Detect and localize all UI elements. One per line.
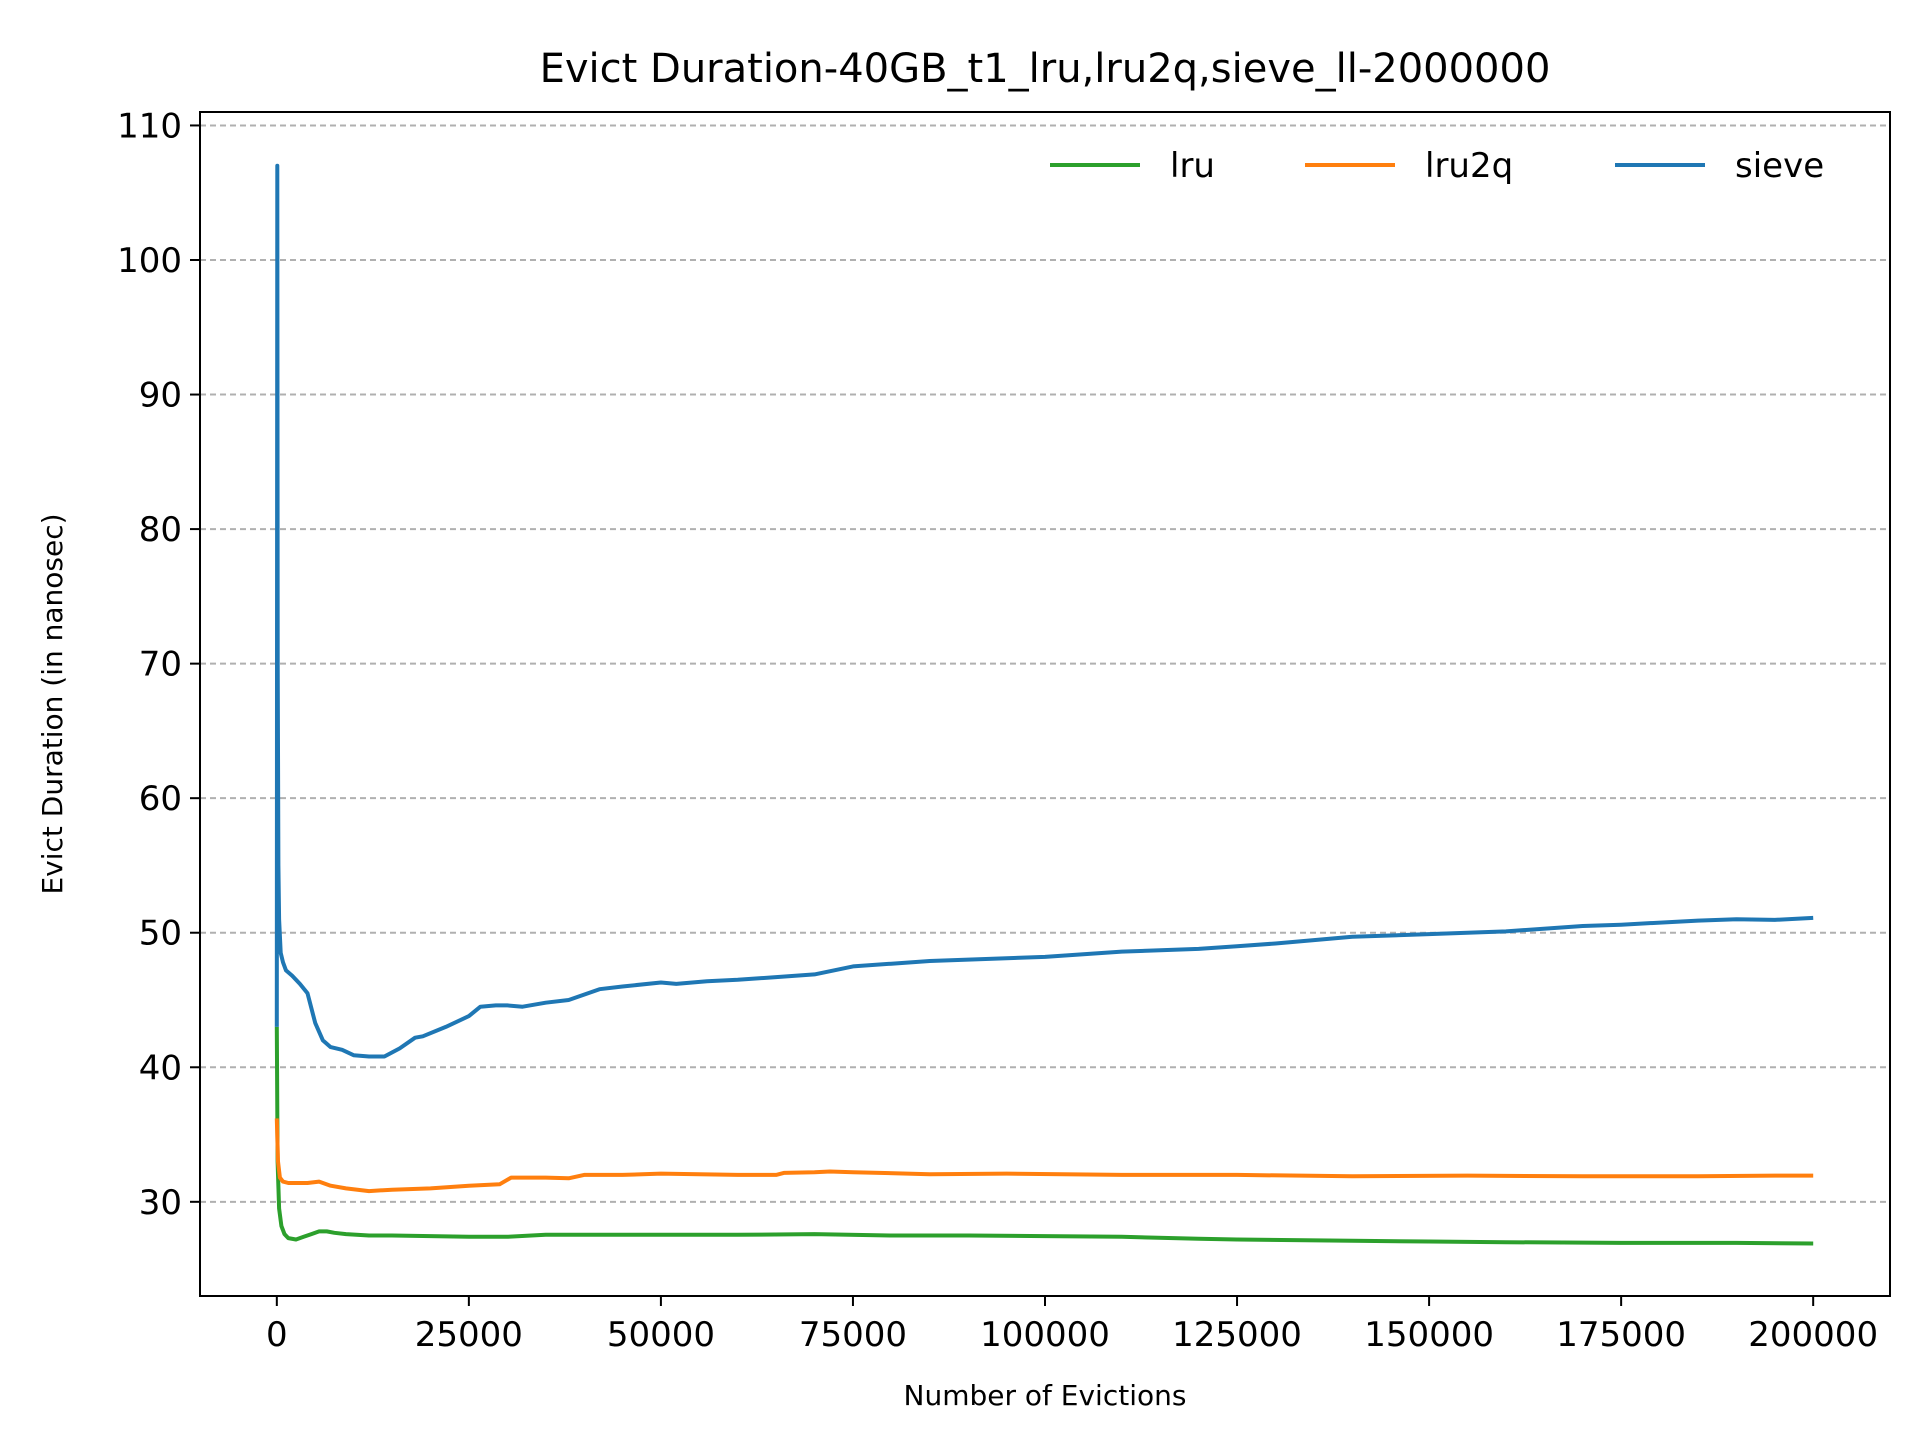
- series-line-lru2q: [274, 1118, 1814, 1194]
- x-tick-label: 125000: [1172, 1315, 1302, 1355]
- gridlines: [200, 124, 1890, 1203]
- series-line-sieve: [274, 163, 1814, 1059]
- y-tick-label: 110: [117, 106, 182, 146]
- legend-label-sieve: sieve: [1735, 146, 1824, 186]
- legend: lru lru2q sieve: [1050, 146, 1824, 186]
- y-tick-label: 50: [139, 914, 182, 954]
- x-tick-label: 100000: [980, 1315, 1110, 1355]
- x-tick-label: 50000: [607, 1315, 715, 1355]
- y-axis-ticks: 30 40 50 60 70 80 90 100 110: [117, 106, 200, 1223]
- y-axis-title: Evict Duration (in nanosec): [36, 513, 69, 894]
- x-tick-label: 200000: [1748, 1315, 1878, 1355]
- y-tick-label: 40: [139, 1048, 182, 1088]
- y-tick-label: 80: [139, 510, 182, 550]
- x-tick-label: 150000: [1364, 1315, 1494, 1355]
- y-tick-label: 70: [139, 645, 182, 685]
- legend-label-lru: lru: [1170, 146, 1215, 186]
- y-tick-label: 100: [117, 241, 182, 281]
- x-axis-title: Number of Evictions: [904, 1379, 1187, 1412]
- x-tick-label: 0: [266, 1315, 288, 1355]
- series-lines: [274, 163, 1814, 1246]
- y-tick-label: 30: [139, 1183, 182, 1223]
- legend-label-lru2q: lru2q: [1425, 146, 1513, 186]
- y-tick-label: 60: [139, 779, 182, 819]
- chart-title: Evict Duration-40GB_t1_lru,lru2q,sieve_l…: [540, 46, 1551, 92]
- x-tick-label: 25000: [415, 1315, 523, 1355]
- y-tick-label: 90: [139, 376, 182, 416]
- x-tick-label: 75000: [799, 1315, 907, 1355]
- series-line-lru: [274, 1026, 1814, 1246]
- x-tick-label: 175000: [1556, 1315, 1686, 1355]
- x-axis-ticks: 0 25000 50000 75000 100000 125000 150000 175000…: [266, 1296, 1878, 1355]
